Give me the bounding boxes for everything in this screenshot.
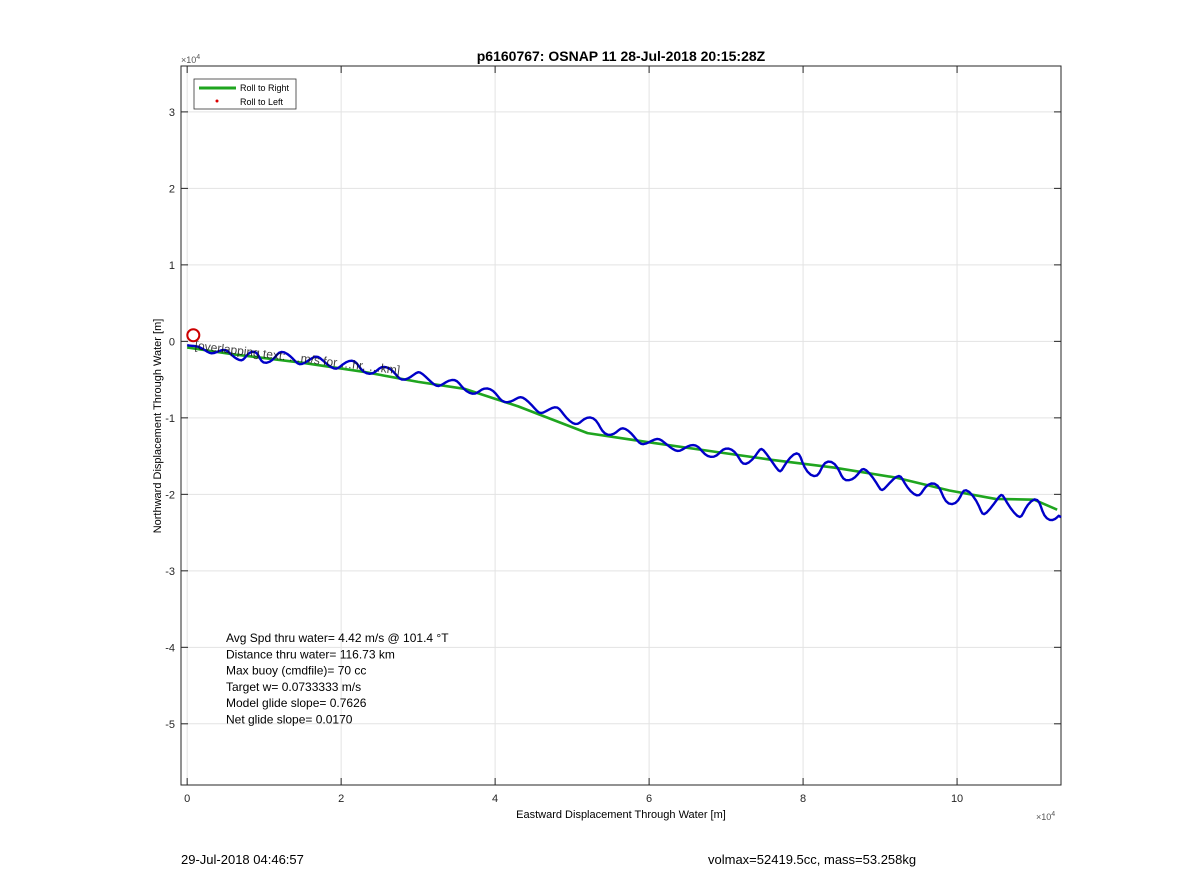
track-label: [overlapping text: …m/s for …hr, …km] <box>194 338 401 377</box>
legend-box <box>193 78 297 110</box>
y-tick-label: -5 <box>165 719 175 731</box>
chart-title: p6160767: OSNAP 11 28-Jul-2018 20:15:28Z <box>477 48 766 64</box>
footer-vehicle-params: volmax=52419.5cc, mass=53.258kg <box>708 852 917 867</box>
annotation-line: Net glide slope= 0.0170 <box>226 713 353 727</box>
svg-text:×104: ×104 <box>1036 811 1055 822</box>
annotation-line: Avg Spd thru water= 4.42 m/s @ 101.4 °T <box>226 631 449 645</box>
y-tick-label: 1 <box>169 260 175 272</box>
y-tick-label: 3 <box>169 107 175 119</box>
annotation-line: Model glide slope= 0.7626 <box>226 696 367 710</box>
y-tick-label: -3 <box>165 566 175 578</box>
x-tick-label: 6 <box>646 793 652 805</box>
footer-timestamp: 29-Jul-2018 04:46:57 <box>181 852 304 867</box>
x-tick-label: 10 <box>951 793 963 805</box>
annotation-line: Target w= 0.0733333 m/s <box>226 680 361 694</box>
stats-annotations: Avg Spd thru water= 4.42 m/s @ 101.4 °T D… <box>226 631 449 727</box>
plot-area: [overlapping text: …m/s for …hr, …km] <box>186 328 1062 522</box>
y-tick-label: -4 <box>165 642 175 654</box>
x-axis-label: Eastward Displacement Through Water [m] <box>516 809 726 821</box>
glider-track-line <box>186 344 1062 522</box>
x-tick-label: 2 <box>338 793 344 805</box>
x-tick-label: 8 <box>800 793 806 805</box>
y-tick-label: 0 <box>169 336 175 348</box>
annotation-line: Distance thru water= 116.73 km <box>226 647 395 661</box>
legend-label-roll-right: Roll to Right <box>240 83 290 93</box>
x-exponent-label: ×104 <box>1036 811 1055 822</box>
legend-label-roll-left: Roll to Left <box>240 97 284 107</box>
start-marker <box>186 328 201 343</box>
y-axis-label: Northward Displacement Through Water [m] <box>152 319 164 534</box>
legend-swatch-roll-left <box>215 99 219 103</box>
y-exponent-label: ×104 <box>181 54 200 65</box>
legend: Roll to Right Roll to Left <box>193 78 297 110</box>
axes-box <box>180 65 1062 786</box>
y-tick-label: 2 <box>169 183 175 195</box>
svg-text:×104: ×104 <box>181 54 200 65</box>
x-tick-label: 0 <box>184 793 190 805</box>
annotation-line: Max buoy (cmdfile)= 70 cc <box>226 664 366 678</box>
y-tick-label: -2 <box>165 489 175 501</box>
y-tick-label: -1 <box>165 413 175 425</box>
grid <box>181 66 1061 785</box>
x-tick-label: 4 <box>492 793 498 805</box>
